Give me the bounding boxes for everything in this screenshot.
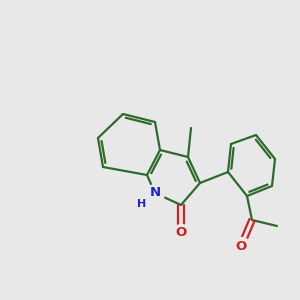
- Text: H: H: [137, 200, 146, 209]
- Text: N: N: [149, 187, 161, 200]
- Text: O: O: [236, 239, 247, 253]
- Text: O: O: [176, 226, 187, 239]
